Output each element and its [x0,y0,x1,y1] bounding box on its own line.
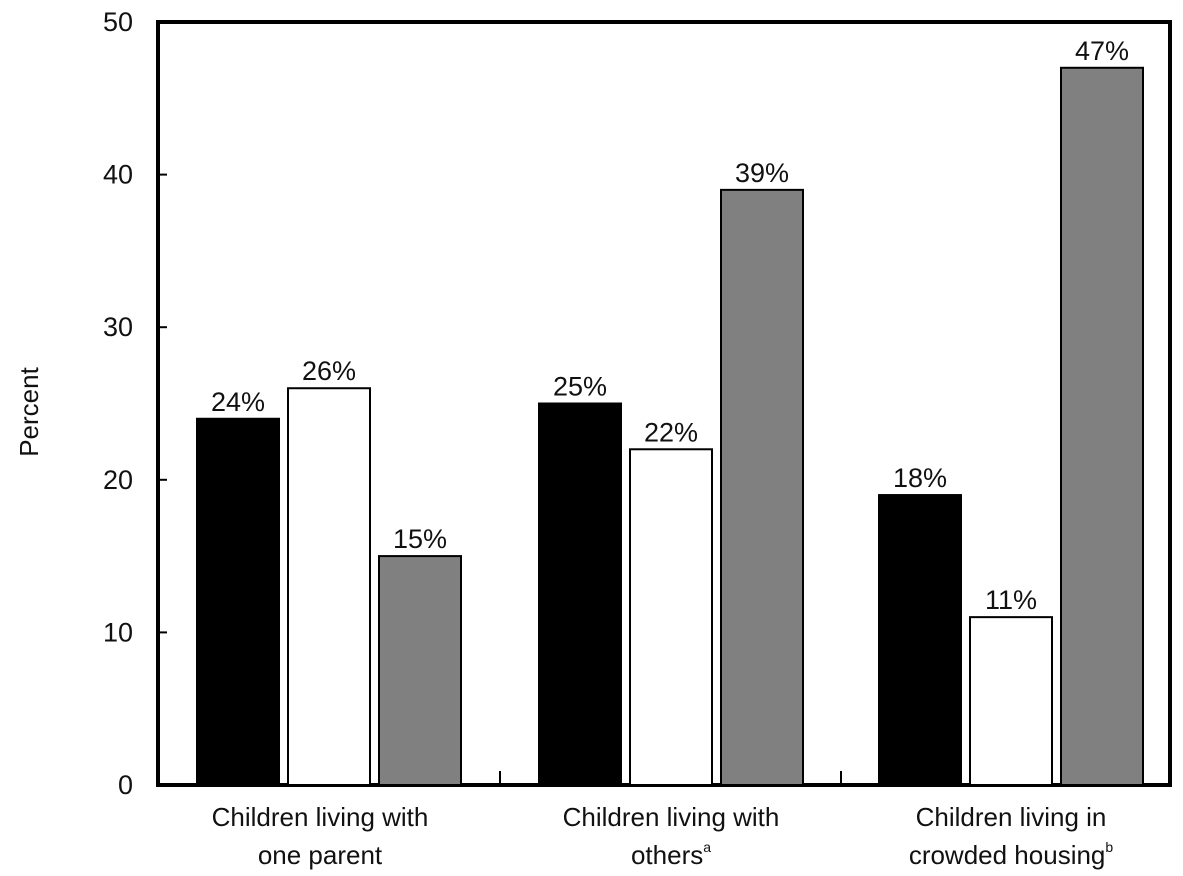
bars [196,66,1144,787]
data-labels: 24% 25% 18% 26% 22% 11% 15% 39% 47% [211,36,1129,615]
x-category-label: crowded housingb [909,839,1114,870]
bar-value-label: 25% [553,372,607,402]
footnote-marker: b [1105,839,1113,855]
bar-value-label: 24% [211,387,265,417]
y-tick-label: 40 [103,160,133,190]
bar [196,417,280,786]
y-tick-label: 50 [103,7,133,37]
y-axis: 0 10 20 30 40 50 [103,7,167,800]
y-tick-label: 30 [103,312,133,342]
bar [629,448,713,786]
bar-value-label: 22% [644,417,698,447]
bar-value-label: 18% [893,463,947,493]
y-tick-label: 0 [118,770,133,800]
bar-value-label: 26% [302,356,356,386]
bar [1060,66,1144,786]
bar [378,555,462,786]
footnote-marker: a [703,839,711,855]
x-category-label: Children living with [563,802,780,832]
bar [538,402,622,786]
bar-value-label: 47% [1075,36,1129,66]
y-axis-title: Percent [14,366,44,456]
x-category-label: one parent [258,840,383,870]
y-tick-label: 10 [103,617,133,647]
x-axis: Children living with one parent Children l… [212,771,1114,870]
x-category-label: Children living with [212,802,429,832]
bar [969,616,1053,787]
x-category-label: Children living in [916,802,1107,832]
y-tick-label: 20 [103,465,133,495]
bar-value-label: 39% [735,158,789,188]
bar-value-label: 11% [985,585,1037,615]
bar [878,494,962,786]
x-category-label: othersa [631,839,711,870]
bar [287,387,371,786]
bar-value-label: 15% [393,524,447,554]
bar [720,188,804,787]
